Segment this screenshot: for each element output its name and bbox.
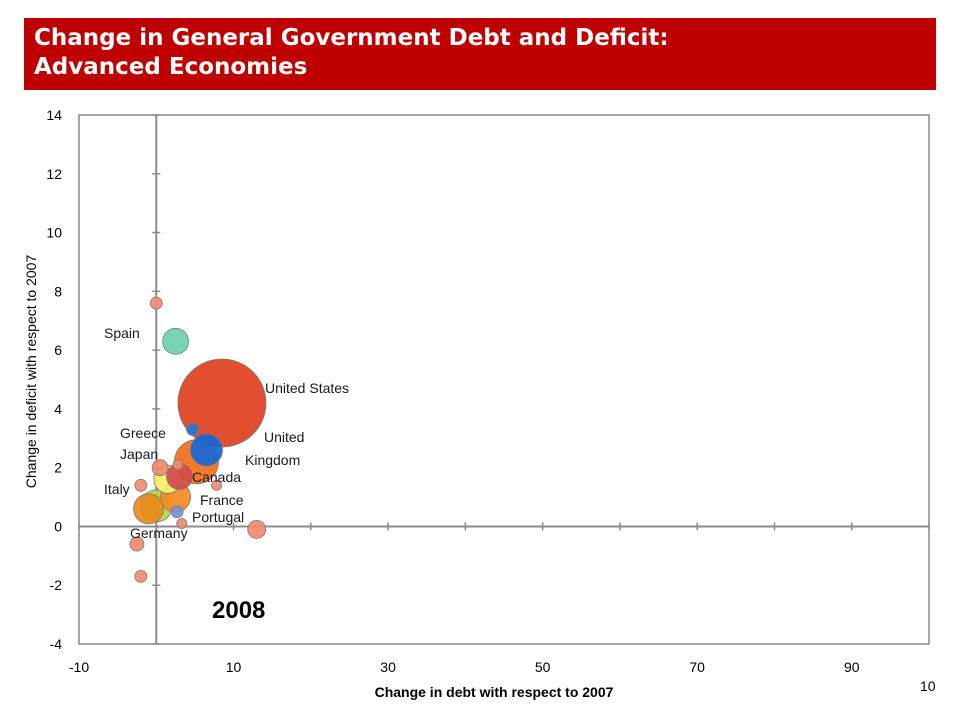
y-tick-label: 12 [46, 166, 62, 182]
y-tick-label: -4 [50, 636, 63, 652]
data-point [176, 518, 188, 529]
point-label-spain: Spain [104, 325, 140, 341]
slide-title-line-1: Change in General Government Debt and De… [34, 25, 669, 51]
y-tick-label: 8 [54, 283, 62, 299]
data-point [149, 296, 163, 310]
x-tick-label: 30 [380, 659, 396, 675]
data-point [133, 493, 164, 525]
point-label-canada: Canada [192, 469, 241, 485]
point-label-united-states: United States [265, 380, 349, 396]
point-label-united-kingdom-1: United [264, 429, 304, 445]
y-tick-label: 0 [54, 518, 62, 534]
y-tick-label: 2 [54, 460, 62, 476]
data-point [172, 459, 184, 471]
x-tick-label: 50 [535, 659, 551, 675]
point-label-germany: Germany [130, 525, 188, 541]
y-tick-label: 10 [46, 225, 62, 241]
data-point [211, 479, 222, 491]
point-label-italy: Italy [104, 481, 130, 497]
data-point [129, 536, 145, 552]
data-point [170, 505, 184, 519]
data-point [162, 327, 189, 355]
point-label-greece: Greece [120, 425, 166, 441]
x-tick-label: -10 [69, 659, 89, 675]
data-point [186, 423, 199, 436]
y-tick-label: 4 [54, 401, 62, 417]
y-axis-title: Change in deficit with respect to 2007 [23, 255, 39, 489]
y-tick-label: 6 [54, 342, 62, 358]
point-label-portugal: Portugal [192, 509, 244, 525]
point-label-france: France [200, 492, 244, 508]
y-tick-label: -2 [50, 577, 63, 593]
point-label-united-kingdom-2: Kingdom [245, 452, 300, 468]
y-tick-label: 14 [46, 107, 62, 123]
data-point [151, 459, 169, 477]
page-number: 10 [920, 678, 936, 694]
data-point [134, 478, 148, 492]
year-annotation: 2008 [212, 597, 265, 624]
data-point [190, 433, 223, 467]
x-tick-label: 70 [689, 659, 705, 675]
x-tick-label: 90 [844, 659, 860, 675]
slide-title-line-2: Advanced Economies [34, 54, 308, 80]
x-axis-title: Change in debt with respect to 2007 [375, 684, 614, 700]
data-point [247, 519, 267, 539]
point-label-japan: Japan [120, 446, 158, 462]
slide-title-bar: Change in General Government Debt and De… [24, 18, 936, 90]
x-tick-label: 10 [226, 659, 242, 675]
data-point [134, 570, 148, 583]
